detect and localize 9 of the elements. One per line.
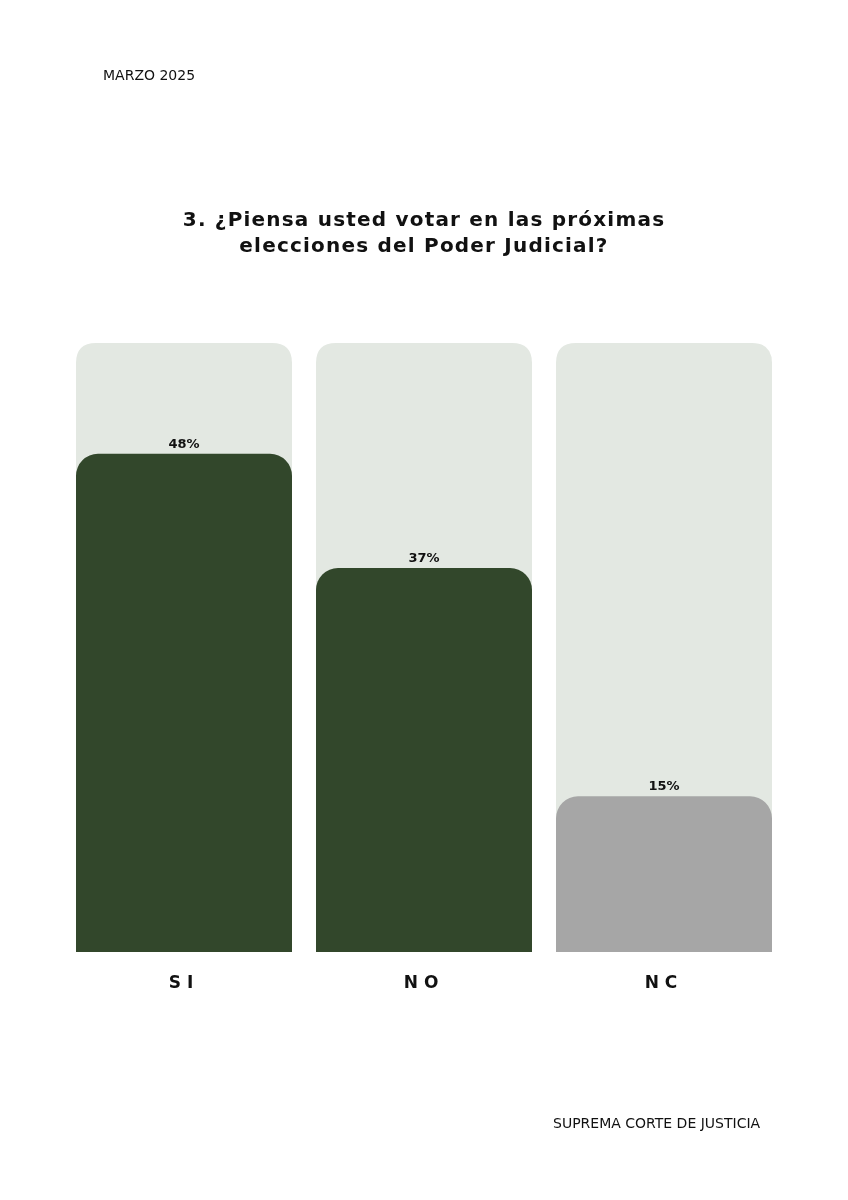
x-tick-label: NO: [403, 972, 445, 992]
data-label: 15%: [648, 778, 680, 794]
data-label: 48%: [168, 435, 200, 451]
chart-title: 3. ¿Piensa usted votar en las próximas elecciones del Poder Judicial?: [182, 207, 666, 257]
data-label: 37%: [408, 550, 440, 565]
x-tick-label: SI: [168, 972, 200, 992]
text: SUPREMA CORTE DE JUSTICIA: [553, 1115, 761, 1131]
text: MARZO 2025: [103, 67, 196, 83]
x-tick-label: NC: [644, 972, 684, 992]
